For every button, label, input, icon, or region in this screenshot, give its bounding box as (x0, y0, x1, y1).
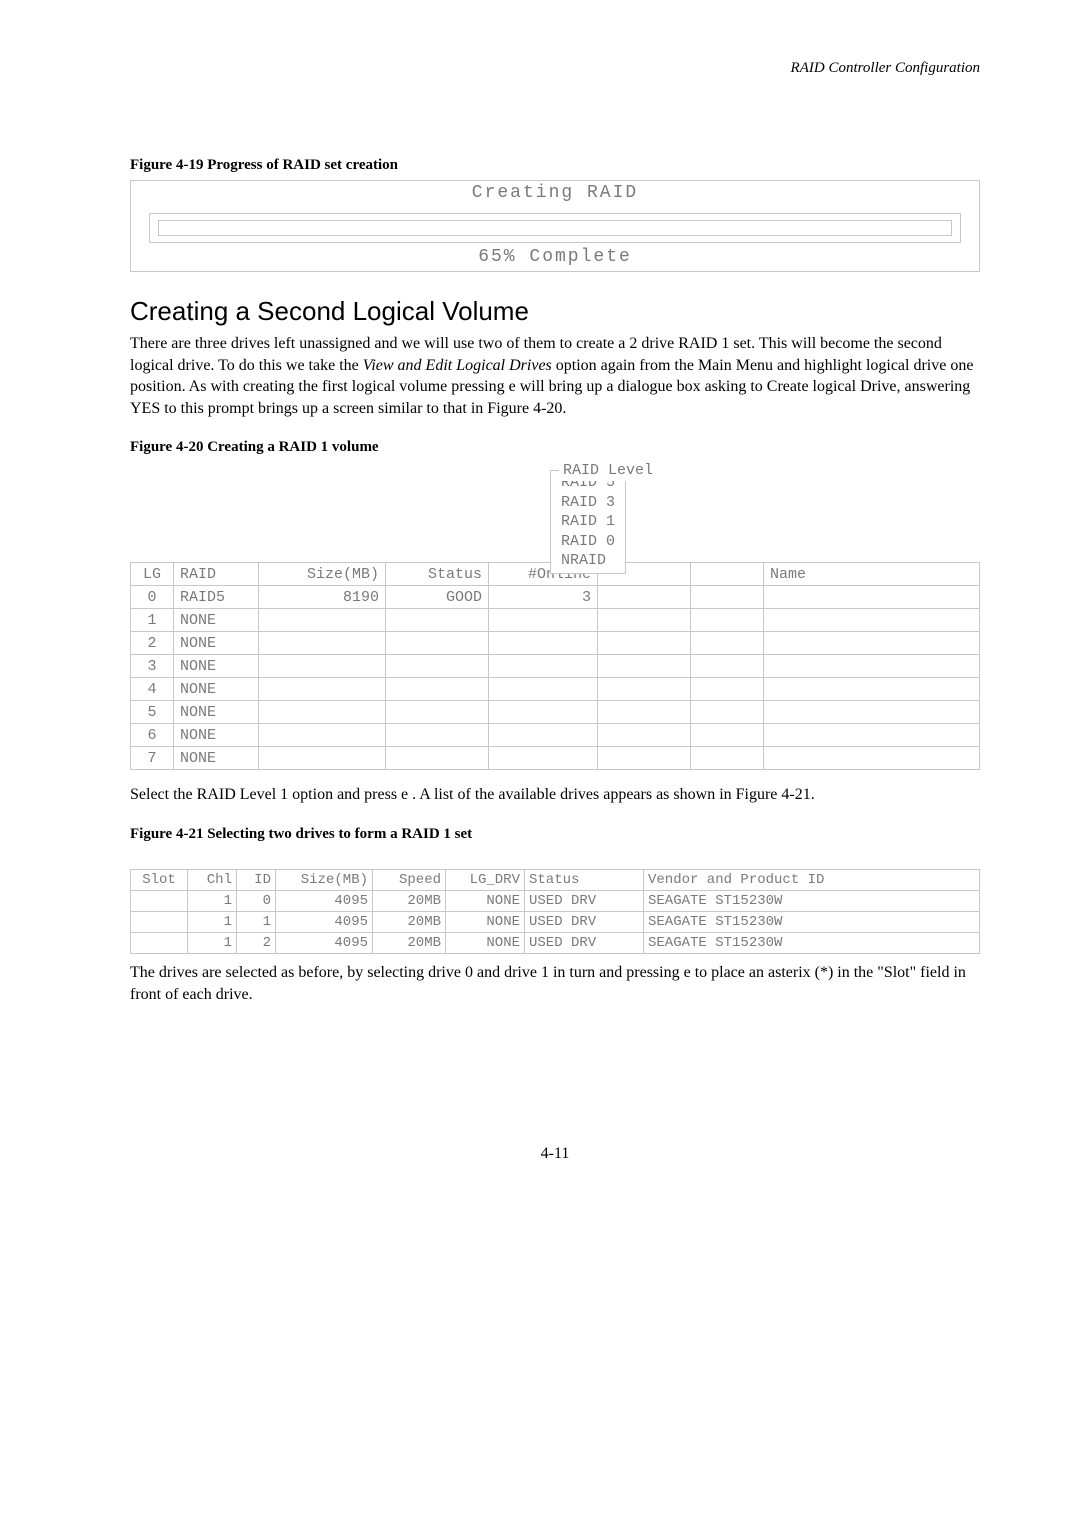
raid-popup-item[interactable]: RAID 1 (561, 512, 615, 532)
fig19-title: Creating RAID (131, 181, 979, 203)
raid-level-popup: RAID Level RAID 5 RAID 3 RAID 1 RAID 0 N… (550, 470, 626, 574)
cell-chl: 1 (188, 911, 237, 932)
col-size: Size(MB) (259, 563, 386, 586)
fig20-row[interactable]: 6 NONE (131, 724, 980, 747)
col-name: Name (764, 563, 980, 586)
section-para1-ital: View and Edit Logical Drives (363, 357, 552, 374)
page-header: RAID Controller Configuration (130, 60, 980, 77)
cell-lg: 5 (131, 701, 174, 724)
fig19-inner-bar (158, 220, 952, 236)
fig20-row[interactable]: 4 NONE (131, 678, 980, 701)
cell-vendor: SEAGATE ST15230W (644, 911, 980, 932)
raid-popup-item[interactable]: NRAID (561, 551, 615, 571)
col-size: Size(MB) (276, 869, 373, 890)
cell-size: 4095 (276, 890, 373, 911)
cell-chl: 1 (188, 890, 237, 911)
fig20-caption: Figure 4-20 Creating a RAID 1 volume (130, 439, 980, 456)
cell-slot (131, 911, 188, 932)
fig20-row[interactable]: 7 NONE (131, 747, 980, 770)
cell-lg: NONE (446, 932, 525, 953)
col-chl: Chl (188, 869, 237, 890)
fig21-row[interactable]: 1 0 4095 20MB NONE USED DRV SEAGATE ST15… (131, 890, 980, 911)
cell-mid (598, 586, 691, 609)
cell-raid: NONE (174, 701, 259, 724)
cell-lg: 3 (131, 655, 174, 678)
page-number: 4-11 (130, 1145, 980, 1163)
cell-lg: NONE (446, 911, 525, 932)
col-mid2 (691, 563, 764, 586)
cell-size: 8190 (259, 586, 386, 609)
cell-name (764, 586, 980, 609)
fig19-panel: Creating RAID 65% Complete (130, 180, 980, 272)
fig19-caption: Figure 4-19 Progress of RAID set creatio… (130, 157, 980, 174)
fig21-header-row: Slot Chl ID Size(MB) Speed LG_DRV Status… (131, 869, 980, 890)
cell-slot (131, 932, 188, 953)
col-status: Status (386, 563, 489, 586)
fig20-row[interactable]: 1 NONE (131, 609, 980, 632)
section-para1: There are three drives left unassigned a… (130, 333, 980, 419)
cell-raid: NONE (174, 678, 259, 701)
cell-raid: NONE (174, 724, 259, 747)
cell-status: USED DRV (525, 911, 644, 932)
cell-chl: 1 (188, 932, 237, 953)
fig21-caption: Figure 4-21 Selecting two drives to form… (130, 826, 980, 843)
fig20-row[interactable]: 2 NONE (131, 632, 980, 655)
cell-lg: 4 (131, 678, 174, 701)
cell-id: 0 (237, 890, 276, 911)
col-raid: RAID (174, 563, 259, 586)
cell-online: 3 (489, 586, 598, 609)
cell-raid: NONE (174, 609, 259, 632)
cell-lg: NONE (446, 890, 525, 911)
cell-id: 2 (237, 932, 276, 953)
raid-popup-item[interactable]: RAID 3 (561, 493, 615, 513)
after21-para: The drives are selected as before, by se… (130, 962, 980, 1005)
section-title: Creating a Second Logical Volume (130, 296, 980, 327)
raid-popup-title: RAID Level (559, 461, 657, 481)
col-status: Status (525, 869, 644, 890)
fig19-outer-bar (149, 213, 961, 243)
fig20-wrap: RAID Level RAID 5 RAID 3 RAID 1 RAID 0 N… (130, 562, 980, 770)
cell-speed: 20MB (373, 932, 446, 953)
cell-status: GOOD (386, 586, 489, 609)
fig19-bar-wrap (131, 203, 979, 243)
cell-lg: 7 (131, 747, 174, 770)
cell-speed: 20MB (373, 890, 446, 911)
fig21-row[interactable]: 1 2 4095 20MB NONE USED DRV SEAGATE ST15… (131, 932, 980, 953)
fig20-row[interactable]: 0 RAID5 8190 GOOD 3 (131, 586, 980, 609)
fig19-complete: 65% Complete (131, 243, 979, 271)
cell-raid: NONE (174, 747, 259, 770)
cell-mid2 (691, 586, 764, 609)
fig21-row[interactable]: 1 1 4095 20MB NONE USED DRV SEAGATE ST15… (131, 911, 980, 932)
cell-lg: 6 (131, 724, 174, 747)
col-slot: Slot (131, 869, 188, 890)
cell-vendor: SEAGATE ST15230W (644, 890, 980, 911)
cell-lg: 2 (131, 632, 174, 655)
between-para: Select the RAID Level 1 option and press… (130, 784, 980, 806)
col-lgdrv: LG_DRV (446, 869, 525, 890)
cell-speed: 20MB (373, 911, 446, 932)
col-vendor: Vendor and Product ID (644, 869, 980, 890)
cell-slot (131, 890, 188, 911)
col-id: ID (237, 869, 276, 890)
col-speed: Speed (373, 869, 446, 890)
cell-vendor: SEAGATE ST15230W (644, 932, 980, 953)
cell-raid: NONE (174, 632, 259, 655)
cell-id: 1 (237, 911, 276, 932)
cell-raid: NONE (174, 655, 259, 678)
cell-size: 4095 (276, 932, 373, 953)
fig21-table: Slot Chl ID Size(MB) Speed LG_DRV Status… (130, 869, 980, 954)
cell-raid: RAID5 (174, 586, 259, 609)
cell-lg: 0 (131, 586, 174, 609)
cell-status: USED DRV (525, 932, 644, 953)
fig20-row[interactable]: 5 NONE (131, 701, 980, 724)
cell-lg: 1 (131, 609, 174, 632)
cell-status: USED DRV (525, 890, 644, 911)
raid-popup-item[interactable]: RAID 0 (561, 532, 615, 552)
fig20-table: LG RAID Size(MB) Status #Online Name 0 R… (130, 562, 980, 770)
col-lg: LG (131, 563, 174, 586)
cell-size: 4095 (276, 911, 373, 932)
fig20-row[interactable]: 3 NONE (131, 655, 980, 678)
